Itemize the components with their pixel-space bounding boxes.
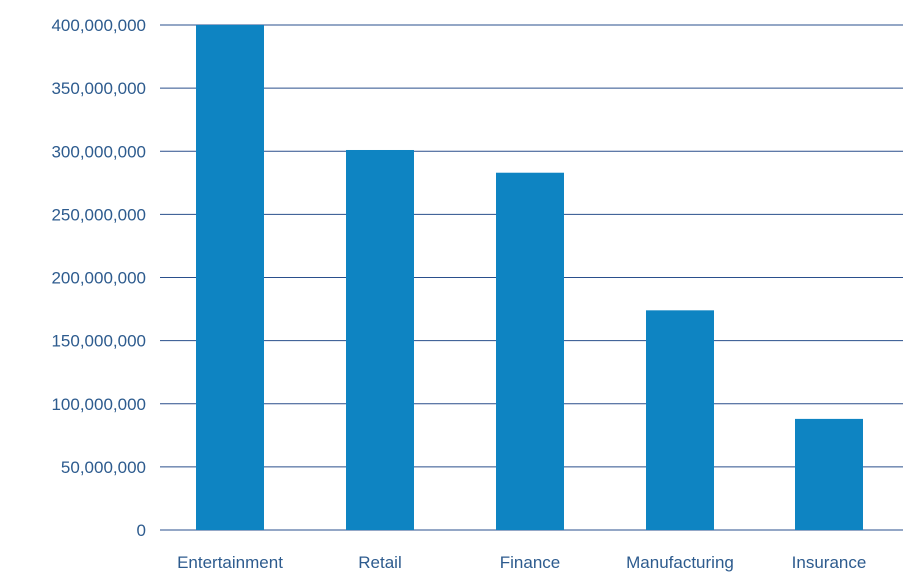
bar-entertainment [196,25,264,530]
x-category-label: Manufacturing [626,553,734,572]
bar-manufacturing [646,310,714,530]
y-tick-label: 250,000,000 [51,205,146,224]
y-tick-label: 200,000,000 [51,269,146,288]
x-axis-category-labels: Entertainment Retail Finance Manufacturing I… [177,553,866,572]
y-tick-label: 100,000,000 [51,395,146,414]
x-category-label: Finance [500,553,560,572]
y-tick-label: 150,000,000 [51,332,146,351]
y-axis-tick-labels: 0 50,000,000 100,000,000 150,000,000 200,000… [51,16,146,540]
y-tick-label: 50,000,000 [61,458,146,477]
bar-retail [346,149,414,531]
bars [196,25,863,531]
x-category-label: Insurance [792,553,867,572]
y-tick-label: 400,000,000 [51,16,146,35]
x-category-label: Retail [358,553,401,572]
y-tick-label: 300,000,000 [51,142,146,161]
y-tick-label: 350,000,000 [51,79,146,98]
bar-insurance [795,418,863,530]
x-category-label: Entertainment [177,553,283,572]
bar-finance [496,172,564,530]
y-tick-label: 0 [137,521,146,540]
